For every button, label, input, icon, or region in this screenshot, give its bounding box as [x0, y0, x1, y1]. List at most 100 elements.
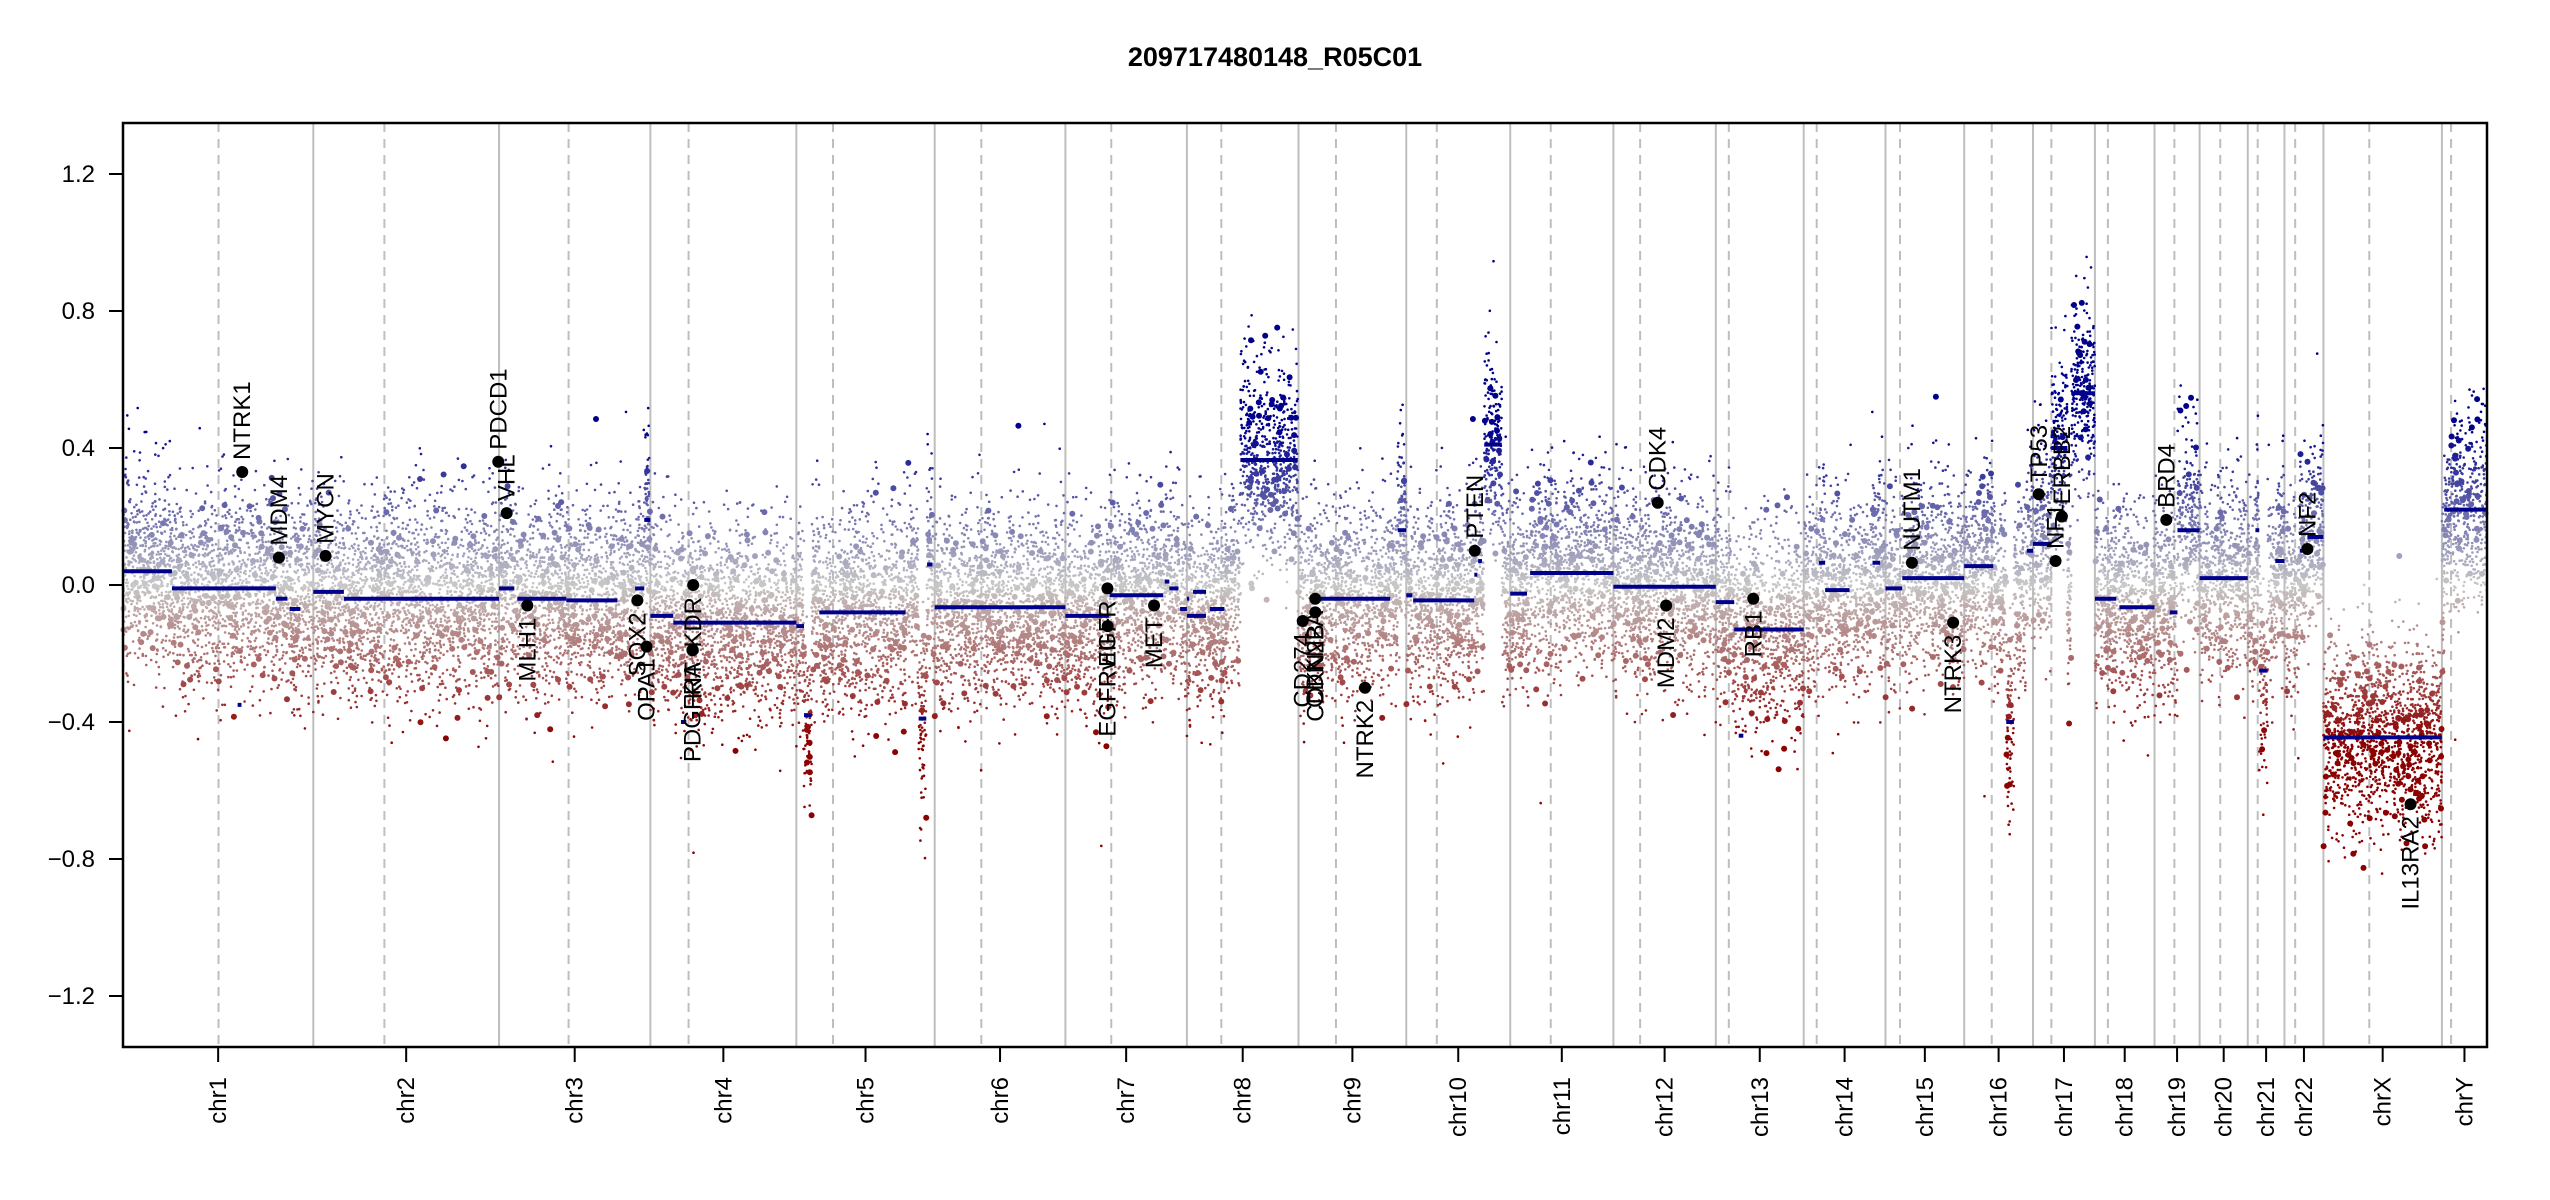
probe-point: [136, 629, 140, 632]
probe-point: [487, 674, 490, 677]
probe-point: [268, 598, 271, 602]
probe-point: [452, 569, 456, 573]
probe-point: [288, 645, 292, 648]
probe-point: [251, 567, 254, 570]
probe-point: [266, 579, 270, 583]
probe-point: [329, 587, 332, 590]
probe-point: [183, 624, 186, 628]
probe-point: [271, 612, 275, 616]
probe-point: [312, 631, 316, 634]
probe-point: [210, 506, 213, 509]
probe-point: [128, 651, 132, 655]
probe-point: [208, 609, 211, 613]
probe-point: [279, 583, 283, 587]
probe-point: [369, 526, 373, 529]
probe-point: [415, 486, 419, 490]
probe-point: [158, 612, 161, 616]
probe-point: [216, 688, 220, 692]
probe-point: [182, 653, 185, 657]
probe-point: [270, 687, 273, 691]
probe-point: [258, 698, 262, 702]
probe-point: [253, 535, 256, 539]
probe-point: [279, 530, 283, 534]
probe-point: [281, 628, 285, 632]
probe-point: [135, 614, 138, 618]
probe-point: [379, 607, 383, 611]
probe-point: [437, 579, 440, 583]
probe-point: [383, 650, 387, 653]
probe-point: [411, 568, 414, 572]
probe-point: [266, 615, 273, 622]
probe-point: [460, 463, 467, 470]
probe-point: [209, 490, 213, 494]
probe-point: [455, 606, 459, 610]
probe-point: [433, 655, 437, 658]
probe-point: [466, 574, 470, 577]
probe-point: [447, 604, 450, 608]
probe-point: [333, 556, 336, 560]
probe-point: [590, 622, 593, 625]
probe-point: [247, 626, 250, 629]
probe-point: [156, 649, 159, 652]
probe-point: [400, 565, 403, 568]
probe-point: [158, 605, 162, 609]
probe-point: [368, 659, 372, 662]
probe-point: [199, 597, 203, 601]
probe-point: [232, 542, 238, 549]
probe-point: [264, 572, 267, 575]
probe-point: [185, 488, 188, 492]
probe-point: [475, 583, 482, 590]
probe-point: [408, 476, 411, 479]
probe-point: [307, 620, 311, 624]
probe-point: [248, 569, 252, 573]
probe-point: [275, 631, 279, 634]
probe-point: [288, 563, 292, 566]
probe-point: [290, 600, 297, 607]
probe-point: [124, 467, 127, 471]
probe-point: [197, 554, 200, 557]
probe-point: [443, 611, 447, 614]
probe-point: [152, 560, 156, 563]
probe-point: [167, 547, 170, 551]
probe-point: [306, 580, 309, 584]
probe-point: [282, 582, 289, 589]
probe-point: [423, 592, 426, 596]
probe-point: [276, 611, 280, 614]
probe-point: [228, 568, 232, 572]
probe-point: [479, 708, 483, 711]
probe-point: [168, 651, 172, 654]
probe-point: [351, 582, 355, 586]
probe-point: [555, 519, 558, 523]
probe-point: [370, 629, 374, 633]
probe-point: [228, 551, 231, 555]
probe-point: [445, 511, 449, 515]
probe-point: [453, 702, 457, 705]
probe-point: [396, 534, 402, 541]
probe-point: [352, 616, 356, 619]
probe-point: [176, 635, 180, 639]
probe-point: [368, 586, 372, 589]
probe-point: [331, 633, 334, 636]
probe-point: [204, 615, 207, 618]
probe-point: [281, 671, 285, 674]
probe-point: [173, 487, 176, 491]
probe-point: [344, 562, 347, 566]
probe-point: [494, 511, 497, 515]
probe-point: [309, 656, 313, 659]
probe-point: [439, 643, 442, 647]
probe-point: [154, 610, 158, 614]
probe-point: [229, 583, 233, 587]
probe-point: [431, 709, 435, 712]
probe-point: [211, 649, 215, 653]
probe-point: [193, 543, 197, 547]
probe-point: [177, 616, 180, 620]
probe-point: [347, 561, 351, 565]
probe-point: [485, 579, 489, 583]
probe-point: [299, 714, 302, 718]
probe-point: [415, 621, 419, 624]
probe-point: [143, 550, 147, 553]
probe-point: [313, 629, 317, 632]
probe-point: [368, 622, 371, 625]
probe-point: [611, 588, 615, 592]
probe-point: [343, 546, 347, 549]
